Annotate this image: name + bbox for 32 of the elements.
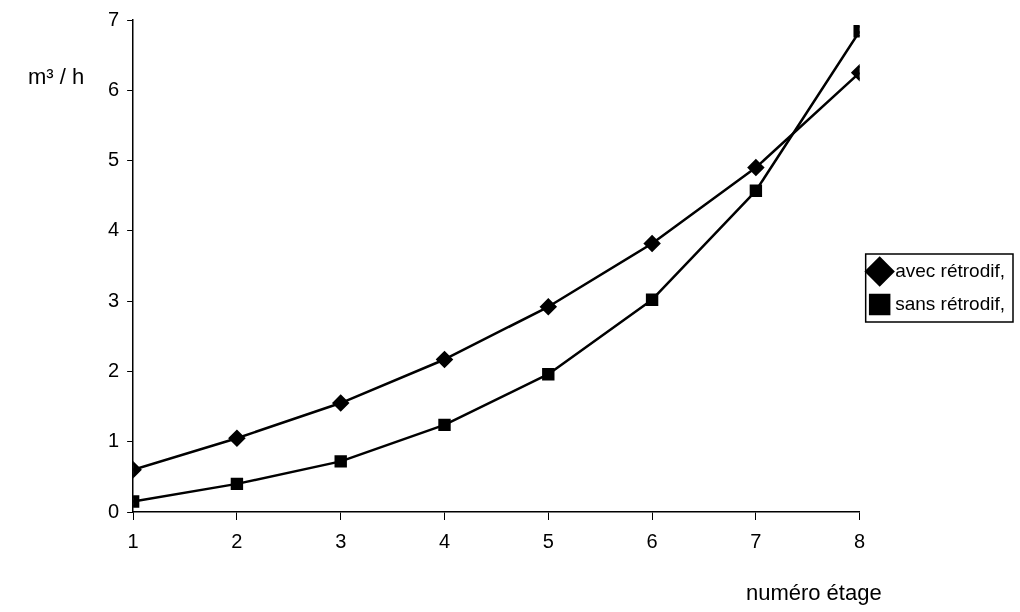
y-tick-label: 6 [108, 77, 120, 100]
x-tick-label: 8 [854, 529, 866, 552]
x-tick-label: 5 [542, 529, 554, 552]
point [332, 394, 349, 412]
x-tick-label: 4 [438, 529, 451, 552]
point [747, 159, 765, 176]
point [542, 368, 555, 381]
x-tick-label: 6 [646, 529, 658, 552]
point [334, 455, 347, 468]
x-tick-label: 1 [127, 529, 139, 552]
point [643, 235, 661, 252]
x-tick-label: 2 [231, 529, 243, 552]
y-tick-label: 2 [108, 358, 120, 381]
y-tick-label: 7 [108, 7, 120, 30]
x-tick-label: 7 [750, 529, 762, 552]
y-tick-label: 1 [108, 429, 120, 452]
legend-label: avec rétrodif, [895, 259, 1005, 281]
x-tick-label: 3 [335, 529, 347, 552]
y-tick-label: 0 [108, 499, 120, 522]
y-tick-label: 5 [108, 148, 120, 171]
point [436, 351, 453, 368]
point [230, 477, 244, 491]
x-axis-title: numéro étage [745, 580, 882, 605]
legend-label: sans rétrodif, [895, 292, 1005, 314]
point [645, 293, 659, 306]
point [749, 184, 763, 197]
y-axis-title: m³ / h [28, 64, 85, 90]
point [438, 418, 451, 432]
point [228, 429, 246, 447]
y-tick-label: 4 [108, 218, 120, 241]
y-tick-label: 3 [108, 288, 120, 311]
point [540, 298, 557, 316]
